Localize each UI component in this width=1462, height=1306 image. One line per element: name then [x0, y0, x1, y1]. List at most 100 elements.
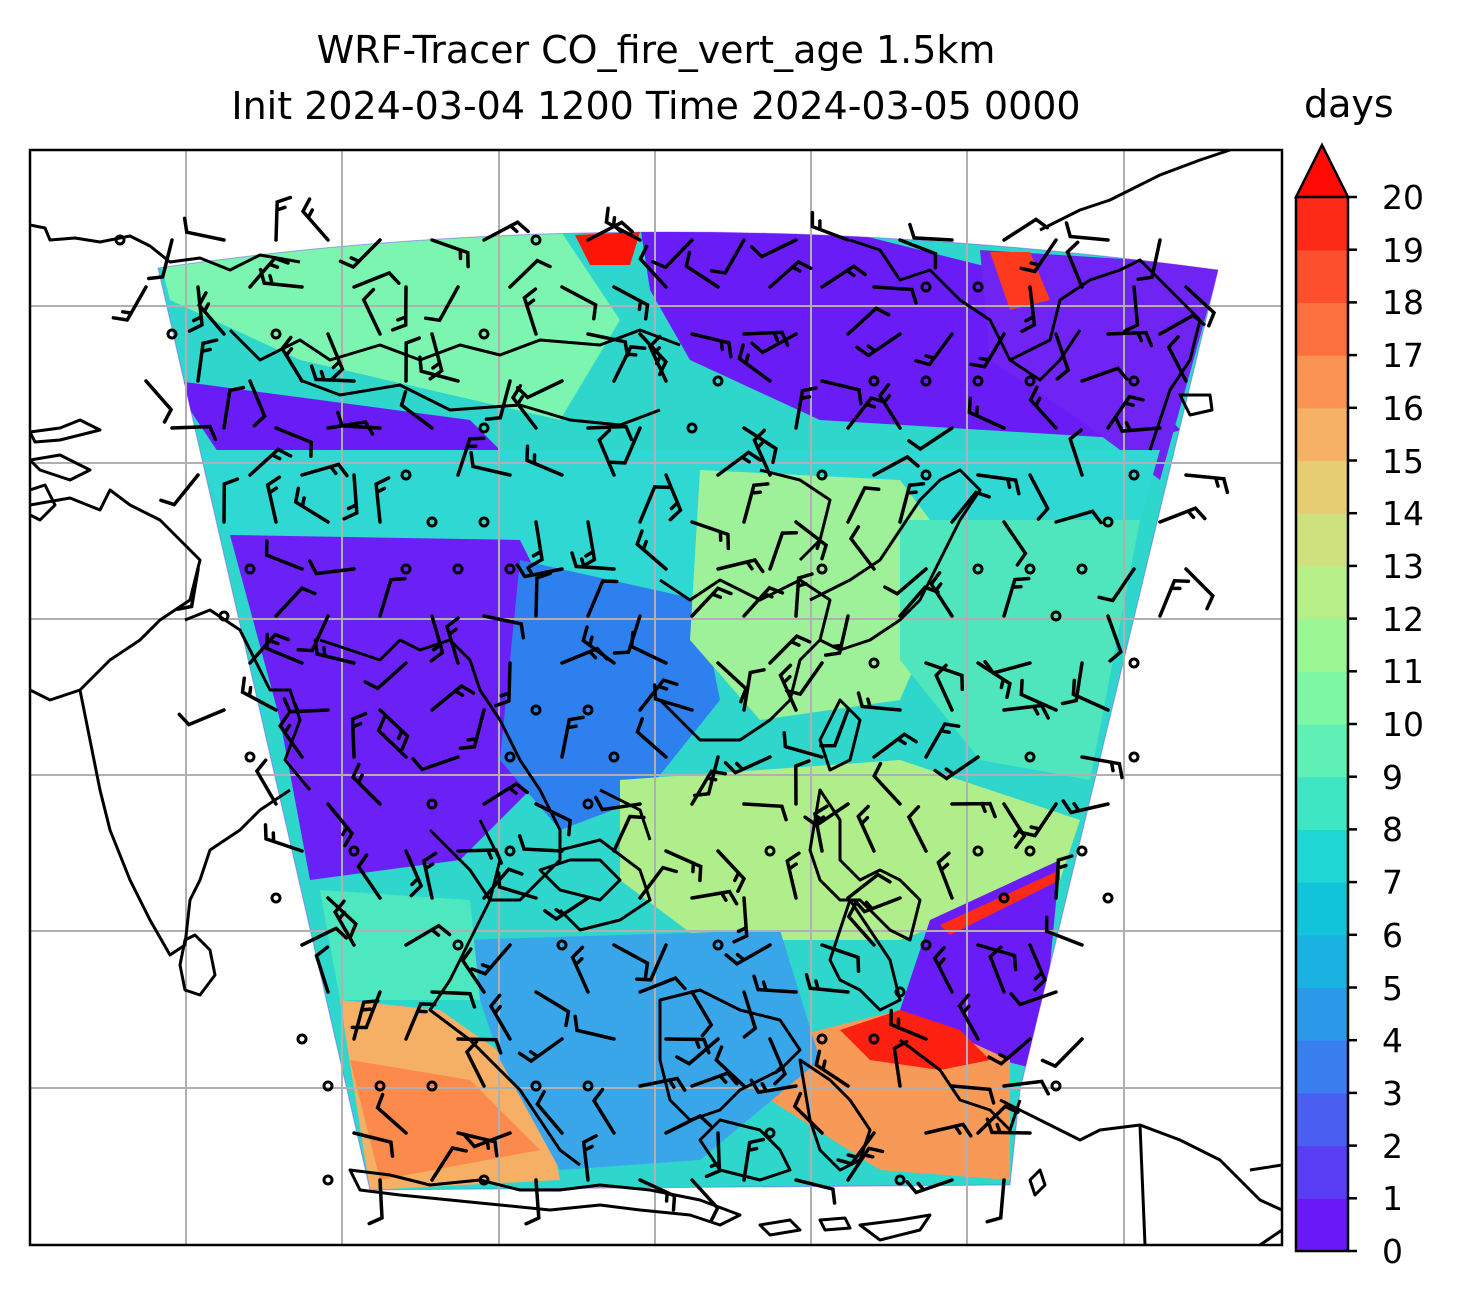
wind-barb — [313, 638, 356, 665]
wind-barb — [638, 976, 687, 994]
wind-barb — [352, 1131, 395, 1158]
wind-barb — [742, 1137, 766, 1182]
wind-barb — [932, 945, 954, 994]
wind-barb — [704, 1131, 722, 1179]
wind-barb — [352, 270, 401, 289]
wind-barb — [1019, 238, 1058, 274]
wind-barb — [883, 567, 928, 596]
wind-barb — [924, 661, 965, 692]
wind-barb — [1065, 240, 1084, 289]
wind-barb — [784, 661, 824, 697]
wind-barb — [1060, 661, 1084, 706]
wind-barb — [690, 769, 727, 806]
calm-wind-marker — [400, 469, 412, 481]
wind-barb — [889, 1008, 928, 1041]
wind-barb — [732, 896, 749, 944]
wind-barb — [794, 520, 829, 561]
wind-barb — [664, 849, 703, 883]
wind-barb — [1019, 678, 1058, 712]
colorbar-segment — [1296, 776, 1348, 830]
wind-barb — [936, 851, 954, 900]
colorbar-segment — [1296, 407, 1348, 462]
wind-barb — [222, 477, 240, 524]
wind-barb — [1064, 221, 1110, 242]
calm-wind-marker — [452, 563, 464, 575]
wind-barb — [1080, 755, 1124, 780]
calm-wind-marker — [1024, 845, 1036, 857]
wind-barb — [423, 285, 460, 323]
calm-wind-marker — [478, 422, 490, 434]
calm-wind-marker — [452, 939, 464, 951]
wind-barb — [265, 632, 304, 665]
wind-barb — [957, 993, 980, 1041]
wind-barb — [240, 676, 278, 712]
colorbar-tick-label: 19 — [1382, 230, 1424, 270]
wind-barb — [604, 206, 642, 242]
wind-barb — [794, 759, 811, 806]
wind-barb — [463, 1131, 512, 1149]
wind-barb — [361, 287, 382, 336]
colorbar-tick-label: 18 — [1382, 283, 1424, 323]
wind-barb — [464, 1039, 486, 1088]
wind-barb — [326, 802, 355, 848]
wind-barb — [794, 1178, 837, 1205]
calm-wind-marker — [114, 234, 126, 246]
wind-barb — [332, 899, 356, 947]
colorbar-tick-label: 5 — [1382, 968, 1403, 1008]
wind-barb — [846, 395, 887, 430]
colorbar-tick-label: 11 — [1382, 652, 1424, 692]
wind-barb — [111, 285, 148, 322]
wind-barb — [456, 848, 504, 865]
wind-barbs — [111, 195, 1230, 1226]
wind-barb — [1028, 943, 1047, 992]
wind-barb — [300, 197, 330, 242]
wind-barb — [684, 250, 720, 289]
wind-barb — [872, 761, 902, 806]
wind-barb — [1020, 285, 1037, 333]
colorbar-segment — [1296, 565, 1348, 620]
wind-barb — [248, 632, 291, 665]
calm-wind-marker — [582, 798, 594, 810]
colorbar-tick-label: 4 — [1382, 1021, 1403, 1061]
wind-barb — [804, 973, 850, 994]
wind-barb — [430, 683, 476, 712]
calm-wind-marker — [764, 845, 776, 857]
wind-barb — [716, 849, 747, 894]
wind-barb — [534, 571, 552, 618]
wind-barb — [749, 238, 798, 259]
colorbar-segment — [1296, 829, 1348, 883]
wind-barb — [635, 943, 668, 982]
wind-barb — [597, 428, 616, 477]
wind-barb — [690, 990, 714, 1038]
wind-barb — [664, 473, 683, 522]
colorbar-extend-arrow — [1293, 142, 1351, 199]
calm-wind-marker — [1128, 469, 1140, 481]
wind-barb — [983, 659, 1032, 676]
wind-barb — [612, 814, 646, 853]
wind-barb — [274, 195, 293, 242]
wind-barb — [581, 1134, 598, 1182]
wind-barb — [525, 444, 564, 477]
wind-barb — [404, 923, 452, 947]
wind-barb — [768, 259, 813, 289]
colorbar-segment — [1296, 197, 1348, 251]
wind-barb — [1184, 285, 1217, 328]
wind-barb — [737, 343, 772, 383]
wind-barb — [709, 238, 746, 275]
wind-barb — [846, 902, 876, 947]
wind-barb — [848, 525, 876, 571]
wind-barb — [263, 823, 304, 853]
wind-barb — [196, 338, 219, 383]
calm-wind-marker — [270, 328, 282, 340]
colorbar-segment — [1296, 1145, 1348, 1199]
wind-barb — [1002, 520, 1028, 567]
colorbar-tick-label: 13 — [1382, 546, 1424, 586]
calm-wind-marker — [218, 610, 230, 622]
wind-barb — [390, 285, 408, 332]
calm-wind-marker — [1076, 563, 1088, 575]
wind-barb — [836, 1131, 876, 1166]
wind-barb — [274, 586, 317, 618]
colorbar-segment — [1296, 882, 1348, 936]
wind-barb — [543, 896, 590, 922]
calm-wind-marker — [556, 939, 568, 951]
